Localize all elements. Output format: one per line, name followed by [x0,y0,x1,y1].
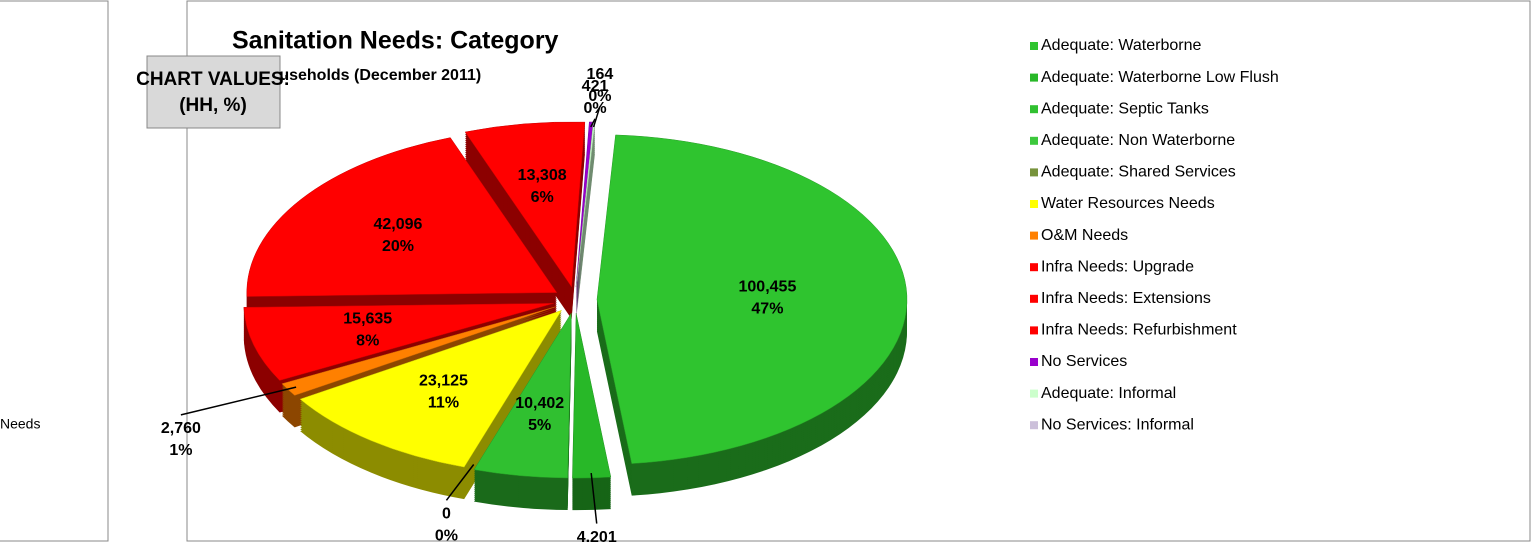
legend-label: Adequate: Non Waterborne [1041,132,1235,149]
legend-swatch [1030,168,1038,177]
data-label-value: 23,125 [419,372,468,389]
legend-label: No Services [1041,353,1127,370]
slice-side [576,146,595,311]
legend-label: Adequate: Shared Services [1041,164,1236,181]
slice-side [576,132,595,297]
data-label-percent: 20% [382,238,414,255]
legend-label: O&M Needs [1041,227,1128,244]
slice-side [576,140,595,305]
legend-swatch [1030,105,1038,114]
data-label-value: 15,635 [343,310,392,327]
data-label-percent: 5% [528,417,551,434]
values-box-text: (HH, %) [179,95,247,116]
legend-swatch [1030,263,1038,272]
values-box [146,55,281,129]
data-label-value: 421 [582,78,609,95]
chart-title: Sanitation Needs: Category [232,27,559,55]
legend-label: Infra Needs: Extensions [1041,290,1211,307]
slice-side [576,150,595,315]
data-label-percent: 0% [435,528,458,542]
data-label-value: 100,455 [739,279,797,296]
legend-swatch [1030,136,1038,145]
leader-line [592,106,601,128]
chart-subtitle: Households (December 2011) [258,67,481,84]
slice-side [576,128,595,293]
legend-label: Water Resources Needs [1041,195,1215,212]
data-label-percent: 0% [583,100,606,117]
data-label-value: 2,760 [161,420,201,437]
slice-side [576,148,595,313]
slice-side [576,138,595,303]
left-panel [0,0,109,542]
data-label-percent: 47% [751,301,783,318]
slice [299,309,563,468]
legend-swatch [1030,73,1038,82]
leader-line [180,386,297,416]
slice-side [576,130,595,295]
data-label-value: 42,096 [374,216,423,233]
data-label-percent: 11% [428,394,459,411]
legend-label: No Services: Informal [1041,416,1194,433]
slice-side [576,126,595,291]
slice-side [576,154,595,319]
leader-line [445,464,475,501]
slice [246,137,558,297]
legend-label: Adequate: Waterborne Low Flush [1041,69,1279,86]
data-label-value: 0 [442,506,451,523]
legend-swatch [1030,42,1038,50]
legend-label: Adequate: Waterborne [1041,37,1202,54]
data-label-percent: 6% [531,189,554,206]
data-labels: 100,45547%4,2012%10,4025%00%23,12511%2,7… [161,66,797,542]
data-label-value: 164 [587,66,614,83]
left-panel-text: Needs [0,416,40,432]
data-label-value: 13,308 [518,167,567,184]
data-label-percent: 0% [588,88,611,105]
data-label-percent: 1% [169,442,192,459]
data-label-percent: 8% [356,332,379,349]
slice [473,312,572,479]
slice-side [576,142,595,307]
legend-label: Infra Needs: Upgrade [1041,258,1194,275]
leader-line [590,118,596,128]
values-box-text: CHART VALUES: [136,69,290,90]
data-label-value: 10,402 [515,395,564,412]
legend-label: Adequate: Informal [1041,385,1176,402]
slice [243,303,554,381]
legend-label: Adequate: Septic Tanks [1041,100,1209,117]
legend-swatch [1030,294,1038,303]
slice-side [576,136,595,301]
legend-swatch [1030,200,1038,208]
slice-side [576,134,595,299]
legend: Adequate: Waterborne Adequate: Waterborne… [1030,37,1279,433]
slice [596,134,908,464]
legend-swatch [1030,358,1038,366]
legend-swatch [1030,326,1038,335]
legend-swatch [1030,421,1038,430]
leader-line [590,472,598,524]
slice-side [576,152,595,317]
legend-swatch [1030,231,1038,240]
slice [464,121,586,288]
pie [243,121,908,511]
data-label-value: 4,201 [577,529,617,542]
legend-label: Infra Needs: Refurbishment [1041,322,1237,339]
legend-swatch [1030,389,1038,398]
slice-side [576,144,595,309]
